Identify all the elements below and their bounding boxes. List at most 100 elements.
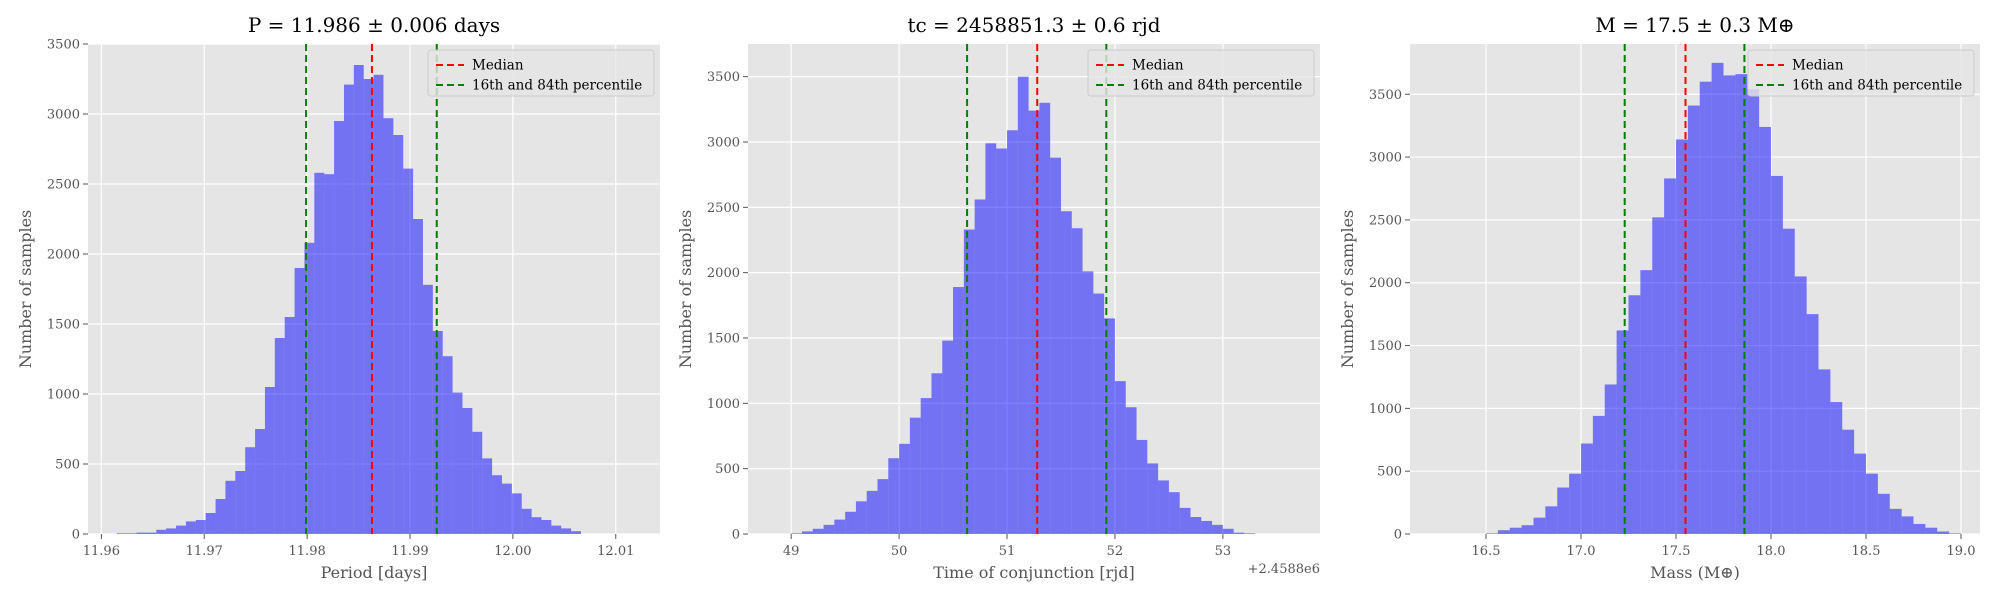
legend-percentile-label: 16th and 84th percentile (1792, 78, 1962, 94)
histogram-bar (561, 528, 572, 534)
y-tick-label: 500 (715, 462, 740, 477)
histogram-bar (1581, 443, 1593, 534)
legend: Median 16th and 84th percentile (1087, 49, 1315, 97)
y-axis-label: Number of samples (676, 210, 695, 369)
histogram-bar (1039, 102, 1051, 535)
histogram-bar (1533, 517, 1546, 534)
histogram-bar (1616, 330, 1629, 534)
histogram-bar (1735, 74, 1748, 535)
histogram-bar (1854, 453, 1866, 534)
x-tick-label: 49 (783, 544, 800, 559)
histogram-bar (834, 519, 846, 534)
y-tick-label: 2000 (707, 266, 740, 281)
histogram-bar (1071, 228, 1083, 535)
histogram-bar (393, 135, 404, 534)
histogram-bar (1806, 314, 1819, 534)
y-tick-label: 3500 (47, 38, 80, 53)
x-tick-label: 11.98 (289, 544, 326, 559)
histogram-bar (1925, 527, 1938, 534)
histogram-bar (1028, 110, 1040, 534)
y-tick-label: 3000 (707, 136, 740, 151)
histogram-bar (942, 340, 954, 534)
y-tick-label: 0 (72, 528, 80, 543)
x-tick-label: 51 (999, 544, 1016, 559)
histogram-bar (264, 387, 275, 534)
histogram-bar (953, 287, 964, 534)
histogram-bar (353, 65, 364, 534)
legend-box (1747, 49, 1975, 97)
histogram-bar (1212, 524, 1223, 534)
histogram-bar (255, 429, 265, 534)
histogram-bar (1818, 369, 1831, 534)
histogram-bar (845, 511, 856, 534)
legend-median-label: Median (1792, 58, 1844, 74)
x-tick-label: 53 (1215, 544, 1232, 559)
histogram-bar (343, 84, 354, 534)
y-tick-label: 500 (1377, 465, 1402, 480)
histogram-bar (1136, 439, 1148, 534)
histogram-bar (791, 533, 802, 534)
legend-box (1087, 49, 1315, 97)
histogram-bar (284, 317, 295, 534)
legend-percentile-label: 16th and 84th percentile (1132, 78, 1302, 94)
histogram-bar (1569, 473, 1581, 534)
y-tick-label: 1000 (1369, 402, 1402, 417)
histogram-bar (492, 475, 502, 534)
histogram-bar (1557, 487, 1570, 534)
histogram-bar (1521, 525, 1534, 534)
histogram-bar (1497, 530, 1510, 534)
legend: Median 16th and 84th percentile (427, 49, 655, 97)
histogram-bar (866, 490, 878, 534)
legend: Median 16th and 84th percentile (1747, 49, 1975, 97)
histogram-bar (1889, 508, 1902, 534)
histogram-bar (1201, 520, 1213, 534)
x-tick-label: 11.96 (83, 544, 120, 559)
histogram-bar (551, 525, 562, 534)
histogram-bar (1222, 528, 1234, 534)
panel-title: tc = 2458851.3 ± 0.6 rjd (907, 13, 1160, 37)
x-axis-label: Mass (M⊕) (1650, 563, 1740, 582)
histogram-bar (452, 392, 463, 534)
y-tick-label: 2000 (1369, 276, 1402, 291)
histogram-bar (1233, 532, 1245, 534)
histogram-bar (116, 533, 127, 534)
legend-box (427, 49, 655, 97)
histogram-bar (920, 398, 932, 534)
y-tick-label: 500 (55, 458, 80, 473)
histogram-bar (1179, 507, 1191, 534)
y-axis-label: Number of samples (16, 210, 35, 369)
y-tick-label: 1500 (707, 332, 740, 347)
histogram-bar (1830, 402, 1843, 534)
histogram-bar (1168, 492, 1180, 534)
period-panel: P = 11.986 ± 0.006 days Period [days] Nu… (16, 13, 660, 582)
y-tick-label: 1000 (47, 388, 80, 403)
y-tick-label: 1500 (47, 318, 80, 333)
x-tick-label: 19.0 (1947, 544, 1976, 559)
histogram-bar (1794, 276, 1807, 534)
histogram-bar (403, 168, 414, 534)
y-tick-label: 2500 (47, 178, 80, 193)
histogram-bar (245, 447, 256, 534)
histogram-bar (1093, 293, 1105, 534)
histogram-bar (314, 172, 325, 535)
x-tick-label: 50 (891, 544, 908, 559)
histogram-bar (996, 148, 1008, 535)
histogram-bar (334, 121, 344, 534)
histogram-bar (1640, 270, 1653, 534)
histogram-bar (974, 199, 986, 534)
histogram-bars (116, 65, 581, 535)
histogram-bar (571, 531, 581, 534)
histogram-bar (176, 525, 186, 534)
histogram-bar (1664, 178, 1676, 534)
histogram-bar (126, 533, 137, 534)
x-axis-label: Time of conjunction [rjd] (933, 563, 1135, 582)
y-tick-label: 2500 (1369, 213, 1402, 228)
y-tick-label: 3500 (1369, 88, 1402, 103)
histogram-bar (1486, 533, 1498, 534)
histogram-bar (1509, 527, 1522, 534)
histogram-bar (541, 520, 552, 534)
histogram-bar (909, 417, 921, 534)
histogram-bar (1723, 75, 1736, 535)
histogram-bars (791, 76, 1256, 535)
